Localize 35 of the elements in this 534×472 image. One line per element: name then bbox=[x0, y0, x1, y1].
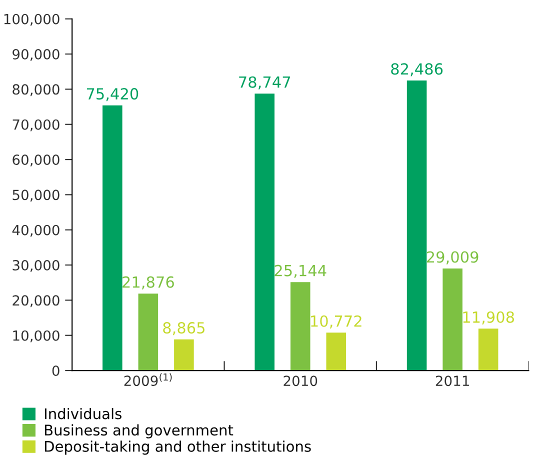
y-tick-label: 100,000 bbox=[4, 14, 60, 26]
y-tick-label: 40,000 bbox=[12, 224, 60, 237]
bar bbox=[254, 94, 275, 371]
data-label: 11,908 bbox=[463, 311, 514, 324]
x-tick-label: 2010 bbox=[284, 376, 318, 386]
bar bbox=[326, 332, 346, 371]
data-label: 29,009 bbox=[426, 251, 478, 264]
bar bbox=[174, 339, 194, 371]
data-label: 78,747 bbox=[239, 76, 290, 90]
data-label: 75,420 bbox=[86, 88, 138, 102]
bar bbox=[442, 268, 462, 371]
legend-label: Business and government bbox=[44, 424, 234, 438]
y-tick-label: 20,000 bbox=[12, 295, 60, 308]
legend-label: Individuals bbox=[44, 408, 122, 420]
y-tick-label: 30,000 bbox=[12, 260, 60, 272]
y-tick-label: 70,000 bbox=[12, 119, 60, 132]
x-tick-label: 2009$^{(1)}$ bbox=[124, 373, 172, 386]
data-label: 25,144 bbox=[274, 264, 326, 278]
bar bbox=[138, 294, 158, 371]
legend-label: Deposit-taking and other institutions bbox=[44, 440, 311, 455]
bar bbox=[290, 282, 310, 371]
y-tick-label: 80,000 bbox=[12, 84, 60, 96]
bar bbox=[406, 80, 427, 371]
x-tick-label: 2011 bbox=[436, 376, 469, 386]
y-tick-label: 0 bbox=[52, 365, 60, 376]
bar bbox=[478, 328, 498, 371]
y-tick-label: 50,000 bbox=[12, 190, 60, 202]
y-tick-label: 90,000 bbox=[12, 49, 60, 61]
data-label: 21,876 bbox=[122, 276, 174, 290]
bar bbox=[102, 105, 122, 371]
y-tick-label: 60,000 bbox=[12, 154, 60, 166]
data-label: 10,772 bbox=[311, 315, 362, 328]
data-label: 8,865 bbox=[163, 322, 204, 336]
y-tick-label: 10,000 bbox=[13, 330, 60, 342]
data-label: 82,486 bbox=[391, 63, 443, 76]
